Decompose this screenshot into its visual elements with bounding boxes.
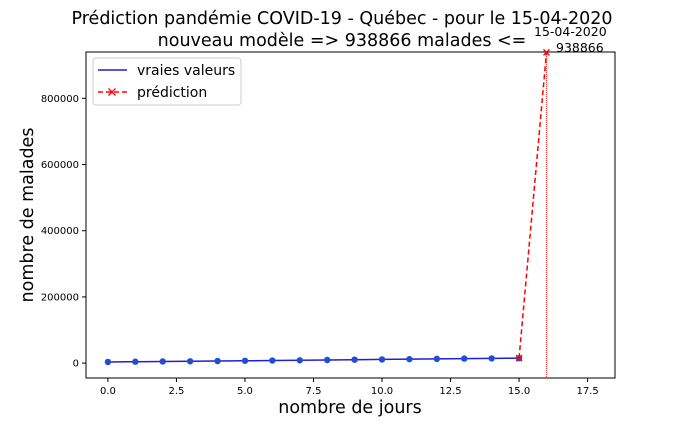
series-vraies-valeurs	[104, 354, 523, 366]
data-point-vraies-valeurs	[186, 358, 194, 365]
legend-label-prediction: prédiction	[137, 85, 207, 101]
y-axis-label: nombre de malades	[18, 128, 38, 303]
x-ticks: 0.0 2.5 5.0 7.5 10.0 12.5 15.0 17.5	[100, 378, 599, 397]
x-axis-label: nombre de jours	[278, 398, 422, 418]
x-tick-label: 15.0	[508, 386, 530, 397]
x-tick-label: 7.5	[306, 386, 322, 397]
x-tick-label: 17.5	[576, 386, 598, 397]
data-point-vraies-valeurs	[214, 357, 221, 365]
legend-label-vraies-valeurs: vraies valeurs	[137, 63, 235, 79]
series-line-prediction	[518, 52, 548, 359]
data-point-vraies-valeurs	[461, 355, 468, 362]
y-tick-label: 800000	[41, 94, 79, 105]
x-tick-label: 0.0	[100, 386, 116, 397]
annotation-value: 938866	[556, 40, 604, 55]
chart-title: Prédiction pandémie COVID-19 - Québec - …	[71, 9, 613, 29]
y-tick-label: 400000	[41, 226, 79, 237]
series-line-vraies-valeurs	[107, 357, 520, 363]
data-point-vraies-valeurs	[488, 355, 495, 362]
x-tick-label: 2.5	[168, 386, 184, 397]
legend-marker-prediction	[108, 88, 116, 96]
data-point-vraies-valeurs	[132, 358, 139, 365]
data-point-vraies-valeurs	[241, 357, 249, 364]
annotation-date: 15-04-2020	[534, 24, 607, 39]
x-tick-label: 10.0	[371, 386, 393, 397]
data-point-vraies-valeurs	[104, 358, 112, 366]
legend-box	[92, 57, 242, 106]
data-point-prediction	[515, 354, 523, 362]
data-point-vraies-valeurs	[296, 357, 303, 364]
y-tick-label: 0	[73, 359, 79, 370]
x-tick-label: 5.0	[237, 386, 253, 397]
data-point-vraies-valeurs	[351, 356, 358, 363]
x-tick-label: 12.5	[439, 386, 461, 397]
plot-frame	[85, 51, 616, 379]
y-ticks: 0 200000 400000 600000 800000	[41, 94, 86, 370]
data-point-vraies-valeurs	[378, 356, 386, 363]
data-point-vraies-valeurs	[269, 357, 276, 364]
chart-subtitle: nouveau modèle => 938866 malades <=	[157, 31, 527, 51]
data-point-vraies-valeurs	[406, 355, 413, 363]
data-point-vraies-valeurs	[159, 358, 166, 365]
data-point-vraies-valeurs	[433, 355, 441, 363]
data-point-vraies-valeurs	[324, 356, 331, 364]
y-tick-label: 200000	[41, 292, 79, 303]
legend: vraies valeurs prédiction	[92, 57, 242, 106]
series-prediction	[515, 48, 550, 362]
data-point-prediction	[543, 48, 550, 56]
y-tick-label: 600000	[41, 160, 79, 171]
